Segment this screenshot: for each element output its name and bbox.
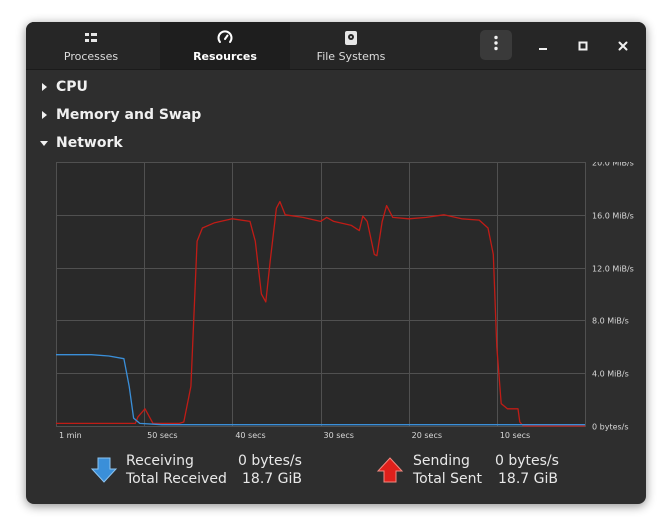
section-network-label: Network	[56, 135, 123, 151]
processes-icon	[84, 29, 98, 47]
x-tick-label: 1 min	[59, 431, 82, 440]
disk-icon	[344, 29, 358, 47]
section-memory-and-swap[interactable]: Memory and Swap	[36, 104, 201, 126]
speedometer-icon	[217, 29, 233, 47]
expander-expanded-icon	[36, 135, 52, 151]
receiving-rate: 0 bytes/s	[238, 453, 302, 469]
x-tick-label: 30 secs	[324, 431, 354, 440]
tab-resources-label: Resources	[193, 49, 257, 63]
network-graph: 20.0 MiB/s 16.0 MiB/s 12.0 MiB/s 8.0 MiB/s 4…	[56, 159, 644, 442]
sending-label: Sending	[413, 453, 470, 469]
y-tick-label: 0 bytes/s	[592, 423, 629, 432]
y-tick-label: 12.0 MiB/s	[592, 265, 634, 274]
series-line-sending	[56, 200, 585, 427]
tab-processes[interactable]: Processes	[26, 22, 156, 69]
legend-receiving: Receiving 0 bytes/s Total Received 18.7 …	[90, 452, 350, 492]
tab-file-systems[interactable]: File Systems	[286, 22, 416, 69]
tab-file-systems-label: File Systems	[316, 49, 386, 63]
close-icon	[618, 36, 628, 55]
total-received-value: 18.7 GiB	[242, 471, 302, 487]
y-tick-label: 20.0 MiB/s	[592, 162, 634, 168]
total-received-label: Total Received	[126, 471, 227, 487]
more-vertical-icon	[494, 35, 498, 55]
close-button[interactable]	[612, 34, 634, 56]
download-arrow-icon	[90, 456, 118, 488]
maximize-button[interactable]	[572, 34, 594, 56]
section-cpu-label: CPU	[56, 79, 88, 95]
upload-arrow-icon	[376, 456, 404, 488]
system-monitor-window: Processes Resources File Systems	[26, 22, 646, 504]
maximize-icon	[578, 36, 588, 55]
x-tick-label: 50 secs	[147, 431, 177, 440]
expander-collapsed-icon	[36, 79, 52, 95]
total-sent-label: Total Sent	[413, 471, 483, 487]
series-line-receiving	[56, 354, 585, 426]
menu-button[interactable]	[480, 30, 512, 60]
receiving-label: Receiving	[126, 453, 194, 469]
y-tick-label: 16.0 MiB/s	[592, 212, 634, 221]
total-sent-value: 18.7 GiB	[498, 471, 558, 487]
y-tick-label: 4.0 MiB/s	[592, 370, 629, 379]
tab-resources[interactable]: Resources	[160, 22, 290, 69]
x-tick-label: 40 secs	[235, 431, 265, 440]
legend-sending: Sending 0 bytes/s Total Sent 18.7 GiB	[376, 452, 636, 492]
minimize-button[interactable]	[532, 34, 554, 56]
x-tick-label: 10 secs	[500, 431, 530, 440]
x-tick-label: 20 secs	[412, 431, 442, 440]
y-tick-label: 8.0 MiB/s	[592, 317, 629, 326]
sending-rate: 0 bytes/s	[495, 453, 559, 469]
network-chart: 20.0 MiB/s 16.0 MiB/s 12.0 MiB/s 8.0 MiB/s 4…	[56, 159, 634, 440]
tab-processes-label: Processes	[63, 49, 119, 63]
section-cpu[interactable]: CPU	[36, 76, 88, 98]
minimize-icon	[538, 36, 548, 55]
section-memory-label: Memory and Swap	[56, 107, 202, 123]
section-network[interactable]: Network	[36, 132, 123, 154]
header-bar: Processes Resources File Systems	[26, 22, 646, 70]
expander-collapsed-icon	[36, 107, 52, 123]
